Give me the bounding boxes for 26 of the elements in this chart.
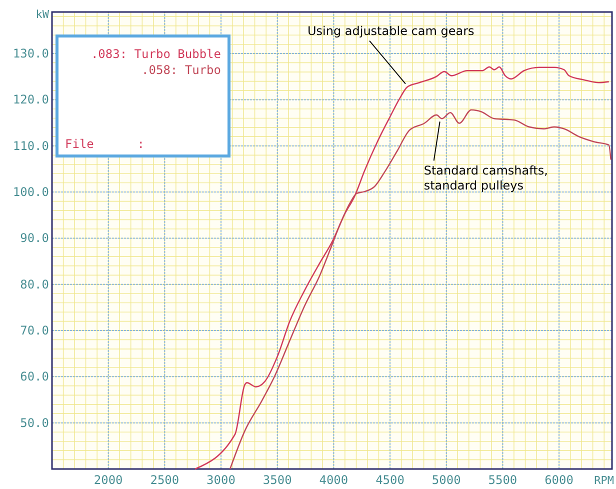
x-tick-label: 5500 — [488, 473, 518, 487]
y-tick-label: 90.0 — [20, 231, 49, 246]
y-tick-label: 100.0 — [12, 185, 49, 200]
x-tick-label: 5000 — [432, 473, 461, 487]
x-tick-label: 2500 — [150, 473, 180, 487]
x-axis-title: RPM — [594, 474, 614, 487]
x-tick-label: 3500 — [262, 473, 292, 487]
annotation: Using adjustable cam gears — [307, 24, 474, 38]
y-tick-label: 110.0 — [12, 138, 49, 153]
y-axis-title: kW — [36, 8, 50, 21]
text: .058: Turbo — [142, 63, 221, 77]
x-tick-label: 2000 — [94, 473, 123, 487]
y-tick-label: 70.0 — [20, 324, 49, 338]
y-tick-label: 80.0 — [20, 277, 49, 292]
annotation: File : — [65, 137, 144, 151]
y-tick-label: 130.0 — [12, 46, 49, 61]
text: .083: Turbo Bubble — [90, 47, 221, 61]
y-tick-label: 50.0 — [20, 416, 49, 430]
x-tick-label: 4000 — [319, 473, 348, 487]
x-tick-label: 4500 — [376, 473, 404, 487]
x-tick-label: 6000 — [544, 473, 574, 487]
annotation: Standard camshafts, standard pulleys — [424, 164, 548, 193]
y-tick-label: 60.0 — [20, 370, 49, 384]
x-tick-label: 3000 — [206, 473, 236, 487]
line-series — [229, 109, 612, 470]
y-tick-label: 120.0 — [12, 92, 49, 107]
